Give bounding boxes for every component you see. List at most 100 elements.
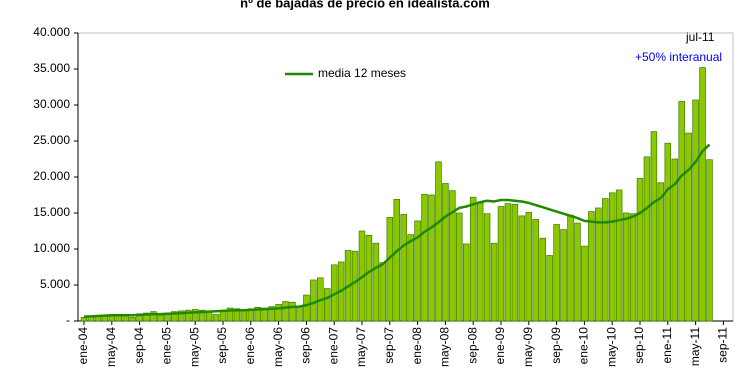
bar [532, 219, 539, 322]
x-tick-label: ene-10 [577, 327, 591, 365]
x-tick-label: ene-09 [493, 327, 507, 365]
bar [574, 222, 581, 322]
chart-title: nº de bajadas de precio en idealista.com [240, 0, 490, 10]
annotation: jul-11 [685, 30, 715, 44]
bar [407, 234, 414, 322]
bar [560, 229, 567, 322]
bar [393, 198, 401, 322]
bar [483, 213, 491, 322]
bar [664, 142, 672, 322]
bar [435, 161, 442, 322]
bar [268, 306, 275, 322]
x-tick-label: ene-04 [76, 327, 90, 365]
bar [178, 310, 185, 322]
bar [657, 182, 665, 322]
x-tick-label: may-06 [271, 327, 285, 367]
x-tick-label: sep-04 [132, 327, 146, 364]
bar [622, 212, 630, 322]
y-tick-label: - [66, 313, 70, 327]
bar [379, 262, 387, 322]
bar [643, 156, 651, 322]
bar [497, 206, 505, 322]
bar [428, 194, 435, 322]
x-tick-label: ene-06 [243, 327, 257, 365]
x-tick-label: sep-08 [465, 327, 479, 364]
bar [678, 101, 685, 322]
bar [198, 309, 206, 322]
bar [421, 193, 428, 322]
annotation: +50% interanual [635, 50, 722, 64]
bar [546, 255, 553, 322]
bar [212, 314, 220, 322]
bar [567, 214, 574, 322]
bar [463, 243, 470, 322]
bar [233, 308, 241, 322]
y-tick-label: 25.000 [33, 133, 70, 147]
bar [442, 183, 449, 322]
x-tick-label: ene-08 [410, 327, 424, 365]
y-tick-label: 5.000 [40, 277, 70, 291]
bar [191, 309, 199, 322]
bar [310, 279, 317, 322]
bar [365, 234, 373, 322]
bar [449, 190, 456, 322]
y-tick-label: 30.000 [33, 97, 70, 111]
bar [595, 207, 602, 322]
bar [588, 211, 595, 322]
bar [171, 311, 178, 322]
bar [108, 315, 116, 322]
bar [185, 309, 192, 322]
y-tick-label: 15.000 [33, 205, 70, 219]
bar [581, 245, 588, 322]
bar [324, 288, 331, 322]
bar [351, 250, 359, 322]
legend-label: media 12 meses [318, 66, 406, 80]
bar [636, 178, 644, 322]
y-tick-label: 35.000 [33, 61, 70, 75]
bar [525, 211, 533, 322]
y-tick-label: 20.000 [33, 169, 70, 183]
bar [414, 220, 421, 322]
bar [226, 307, 234, 322]
bar [476, 202, 484, 322]
bar [143, 312, 150, 322]
bar [254, 306, 262, 322]
x-tick-label: may-08 [438, 327, 452, 367]
bar [650, 131, 658, 322]
bar [80, 317, 88, 322]
x-tick-label: may-07 [354, 327, 368, 367]
y-tick-label: 10.000 [33, 241, 70, 255]
bar [608, 192, 616, 322]
bar [706, 159, 713, 322]
bar [685, 132, 692, 322]
bar [518, 215, 526, 322]
x-tick-label: sep-06 [299, 327, 313, 364]
bar [456, 212, 463, 322]
bar [303, 294, 310, 322]
x-tick-label: sep-05 [215, 327, 229, 364]
bar [629, 213, 637, 322]
x-tick-label: sep-07 [382, 327, 396, 364]
bar [372, 242, 380, 322]
bar [296, 306, 303, 322]
bar [157, 314, 164, 322]
x-tick-label: ene-05 [160, 327, 174, 365]
x-tick-label: may-04 [104, 327, 118, 367]
x-tick-label: ene-07 [326, 327, 340, 365]
x-tick-label: sep-10 [632, 327, 646, 364]
x-tick-label: sep-09 [549, 327, 563, 364]
bar [289, 301, 296, 322]
bar [469, 196, 477, 322]
x-tick-label: may-11 [688, 327, 702, 366]
bar [553, 224, 560, 322]
bar [539, 237, 546, 322]
bar [490, 242, 498, 322]
bar [129, 317, 136, 322]
bar [671, 158, 678, 322]
bar [400, 214, 407, 322]
bar [282, 301, 289, 322]
bar [504, 203, 512, 322]
bar [511, 204, 519, 322]
bar [692, 99, 699, 322]
